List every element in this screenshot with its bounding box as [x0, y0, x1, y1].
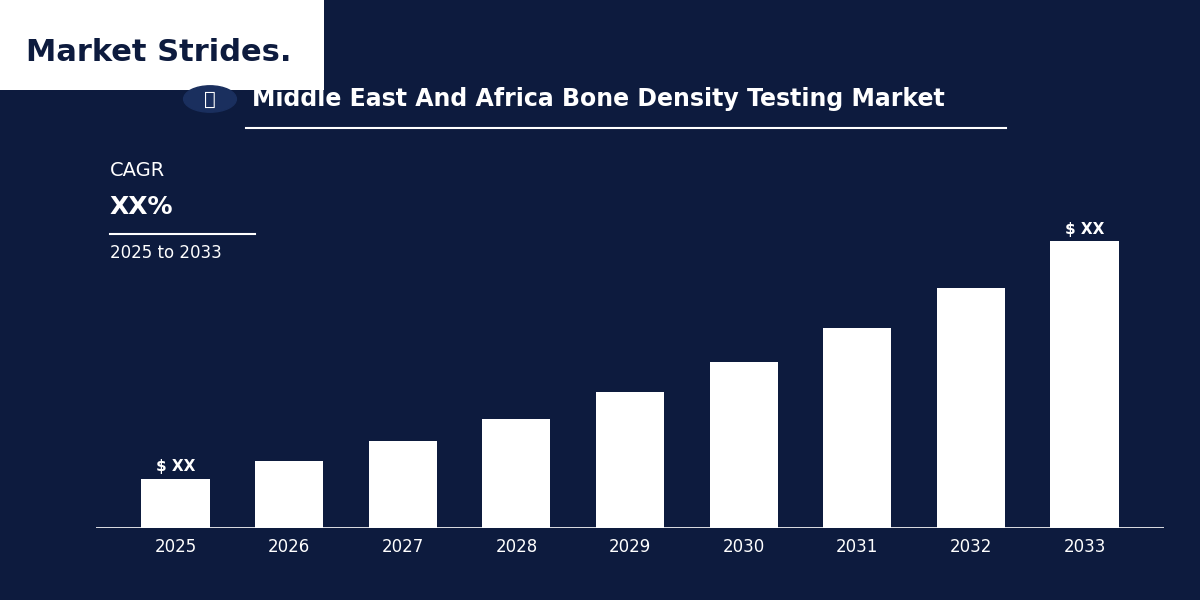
- Text: Market Strides.: Market Strides.: [26, 38, 292, 67]
- Text: $ XX: $ XX: [1064, 222, 1104, 237]
- Text: 2025 to 2033: 2025 to 2033: [109, 244, 221, 262]
- Point: [102, 230, 116, 238]
- Bar: [256, 461, 323, 528]
- Text: $ XX: $ XX: [156, 459, 196, 474]
- Bar: [368, 442, 437, 528]
- Bar: [596, 392, 664, 528]
- Bar: [709, 362, 778, 528]
- Text: Middle East And Africa Bone Density Testing Market: Middle East And Africa Bone Density Test…: [252, 87, 944, 111]
- Bar: [482, 419, 551, 528]
- Bar: [142, 479, 210, 528]
- Bar: [1050, 241, 1118, 528]
- Text: CAGR: CAGR: [109, 161, 164, 179]
- Bar: [823, 328, 892, 528]
- Text: Billion: Billion: [1063, 243, 1105, 257]
- Point: [248, 230, 263, 238]
- Text: XX%: XX%: [109, 195, 173, 219]
- Text: Billion: Billion: [155, 481, 197, 494]
- Text: 🔗: 🔗: [204, 89, 216, 109]
- Bar: [937, 288, 1004, 528]
